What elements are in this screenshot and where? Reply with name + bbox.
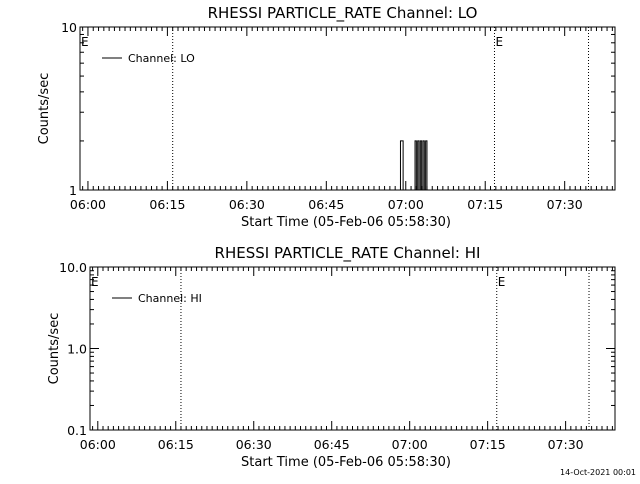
panel-2-x-axis-label: Start Time (05-Feb-06 05:58:30) (241, 455, 451, 470)
panel-2-legend-label: Channel: HI (138, 292, 202, 305)
panel-1-x-tick-label: 06:30 (229, 197, 265, 212)
panel-1-x-axis-label: Start Time (05-Feb-06 05:58:30) (241, 215, 451, 230)
panel-2-x-tick-label: 06:15 (158, 437, 194, 452)
panel-1-series-line (399, 140, 428, 190)
panel-2-y-tick-label: 1.0 (67, 342, 87, 357)
panel-1-x-tick-label: 06:15 (149, 197, 185, 212)
panel-1-event-marker-label: E (495, 35, 503, 49)
panel-1-y-tick-label: 10 (61, 20, 77, 35)
panel-2-y-tick-label: 10.0 (59, 260, 87, 275)
panel-2-x-tick-label: 07:00 (392, 437, 428, 452)
panel-1-x-tick-label: 07:00 (388, 197, 424, 212)
panel-2-x-tick-label: 07:30 (548, 437, 584, 452)
panel-1-y-axis-label: Counts/sec (37, 73, 52, 145)
panel-2-x-tick-label: 06:00 (80, 437, 116, 452)
panel-1-x-tick-label: 06:45 (308, 197, 344, 212)
panel-2-y-tick-label: 0.1 (67, 423, 87, 438)
panel-1-x-tick-label: 06:00 (70, 197, 106, 212)
panel-1-event-marker-label: E (81, 35, 89, 49)
panel-2-event-marker-label: E (91, 275, 99, 289)
panel-2-x-tick-label: 07:15 (470, 437, 506, 452)
panel-1-legend-label: Channel: LO (128, 52, 195, 65)
panel-2-x-tick-label: 06:45 (314, 437, 350, 452)
panel-1-x-tick-label: 07:15 (467, 197, 503, 212)
panel-2-y-axis-label: Counts/sec (47, 313, 62, 385)
panel-2-event-marker-label: E (498, 275, 506, 289)
panel-1-y-tick-label: 1 (69, 183, 77, 198)
panel-1-title: RHESSI PARTICLE_RATE Channel: LO (208, 4, 478, 23)
panel-2-x-tick-label: 06:30 (236, 437, 272, 452)
panel-2-title: RHESSI PARTICLE_RATE Channel: HI (215, 244, 481, 263)
panel-1-x-tick-label: 07:30 (547, 197, 583, 212)
